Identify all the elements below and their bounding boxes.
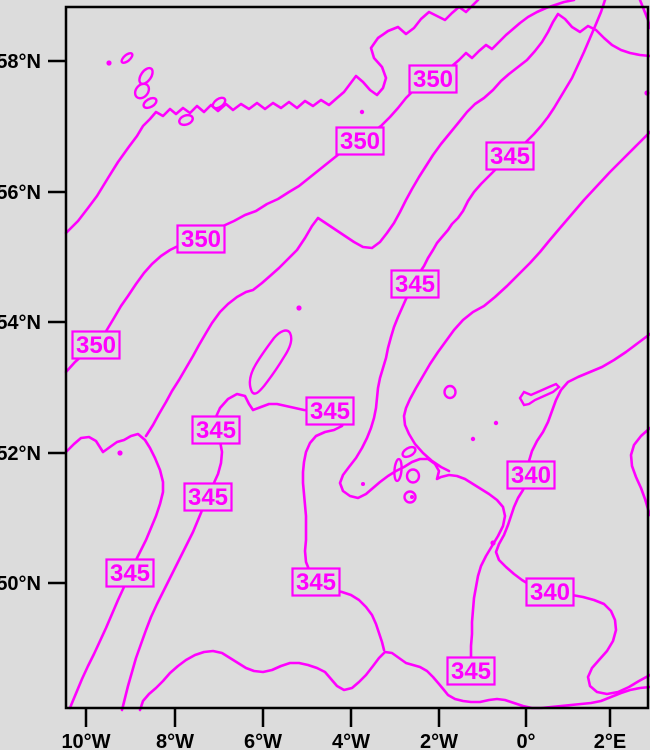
contour-line-345-southwest [120,392,386,712]
contour-speck [410,495,414,499]
contour-islet [142,96,158,110]
lon-tick-label: 2°E [594,731,626,750]
contour-islet [211,96,227,110]
contour-label-value: 345 [310,398,350,425]
contour-label: 345 [446,656,496,686]
contour-label-box [105,558,155,588]
contour-islet [443,384,457,400]
contour-speck [296,305,302,311]
contour-label-value: 345 [296,569,336,596]
contour-speck [493,420,499,426]
contour-label: 345 [305,396,355,426]
contour-label-box [71,330,121,360]
contour-label-value: 350 [76,332,116,359]
contour-label-box [191,415,241,445]
contour-label-box [390,269,440,299]
contour-label-box [305,396,355,426]
contour-label-value: 345 [188,484,228,511]
x-axis: 10°W 8°W 6°W 4°W 2°W 0° 2°E [61,708,626,750]
contour-label: 345 [485,141,535,171]
contour-islet [120,52,134,64]
contour-value-labels: 350 350 345 350 345 350 345 345 [71,64,575,686]
contour-speck [359,109,365,115]
contour-label-box [291,567,341,597]
contour-islet [401,445,417,459]
contour-label-value: 345 [490,143,530,170]
contour-label-value: 350 [340,128,380,155]
plot-frame [64,5,650,710]
contour-label-box [506,460,556,490]
contour-label: 340 [525,577,575,607]
contour-speck [106,60,112,66]
contour-line-345-east [338,0,607,670]
contour-label-box [485,141,535,171]
contour-islet [393,457,403,483]
contour-label: 345 [105,558,155,588]
contour-line-345-diagonal [144,12,650,438]
contour-label-box [408,64,458,94]
contour-line-350-main [64,0,576,374]
y-axis: 58°N 56°N 54°N 52°N 50°N [0,51,66,595]
contour-islet [178,113,194,127]
contour-label-box [176,224,226,254]
lon-tick-label: 0° [516,731,535,750]
lon-tick-label: 6°W [244,731,282,750]
contour-lines-350 [64,0,576,374]
contour-label-value: 345 [451,658,491,685]
contour-label: 345 [291,567,341,597]
contour-label-value: 345 [196,417,236,444]
contour-islet [405,468,421,484]
contour-label: 350 [335,126,385,156]
contour-line-340-smooth-diagonal [402,130,650,473]
contour-label: 345 [183,482,233,512]
lat-tick-label: 54°N [0,312,41,334]
lon-tick-label: 2°W [420,731,458,750]
contour-label-value: 350 [413,66,453,93]
contour-label: 350 [71,330,121,360]
lon-tick-label: 4°W [332,731,370,750]
contour-islet [403,490,417,504]
lat-tick-label: 52°N [0,443,41,465]
lat-tick-label: 56°N [0,182,41,204]
contour-label-value: 340 [530,579,570,606]
contour-islet [133,82,151,100]
contour-label-value: 350 [181,226,221,253]
contour-label-value: 345 [395,271,435,298]
contour-line-340-right-arc [629,426,650,517]
contour-label-value: 345 [110,560,150,587]
contour-label-box [183,482,233,512]
contour-label: 340 [506,460,556,490]
contour-speck [470,436,476,442]
contour-label: 345 [390,269,440,299]
contour-label: 350 [176,224,226,254]
contour-islet-banana [248,329,293,395]
lat-tick-label: 50°N [0,573,41,595]
contour-label: 345 [191,415,241,445]
contour-speck [117,450,123,456]
contour-label: 350 [408,64,458,94]
contour-speck [361,482,365,486]
contour-label-box [446,656,496,686]
contour-label-box [335,126,385,156]
contour-speck [490,540,496,546]
contour-line-340-labeled [494,332,650,696]
contour-line-345-left [64,432,165,710]
lon-tick-label: 10°W [61,731,110,750]
lon-tick-label: 8°W [156,731,194,750]
contour-label-box [525,577,575,607]
contour-islets [106,52,650,546]
contour-line-350-wiggly [64,0,480,235]
contour-line-345-south [138,649,650,712]
map-border [64,5,650,710]
contour-islet-sliver [518,382,561,407]
lat-tick-label: 58°N [0,51,41,73]
contour-label-value: 340 [511,462,551,489]
